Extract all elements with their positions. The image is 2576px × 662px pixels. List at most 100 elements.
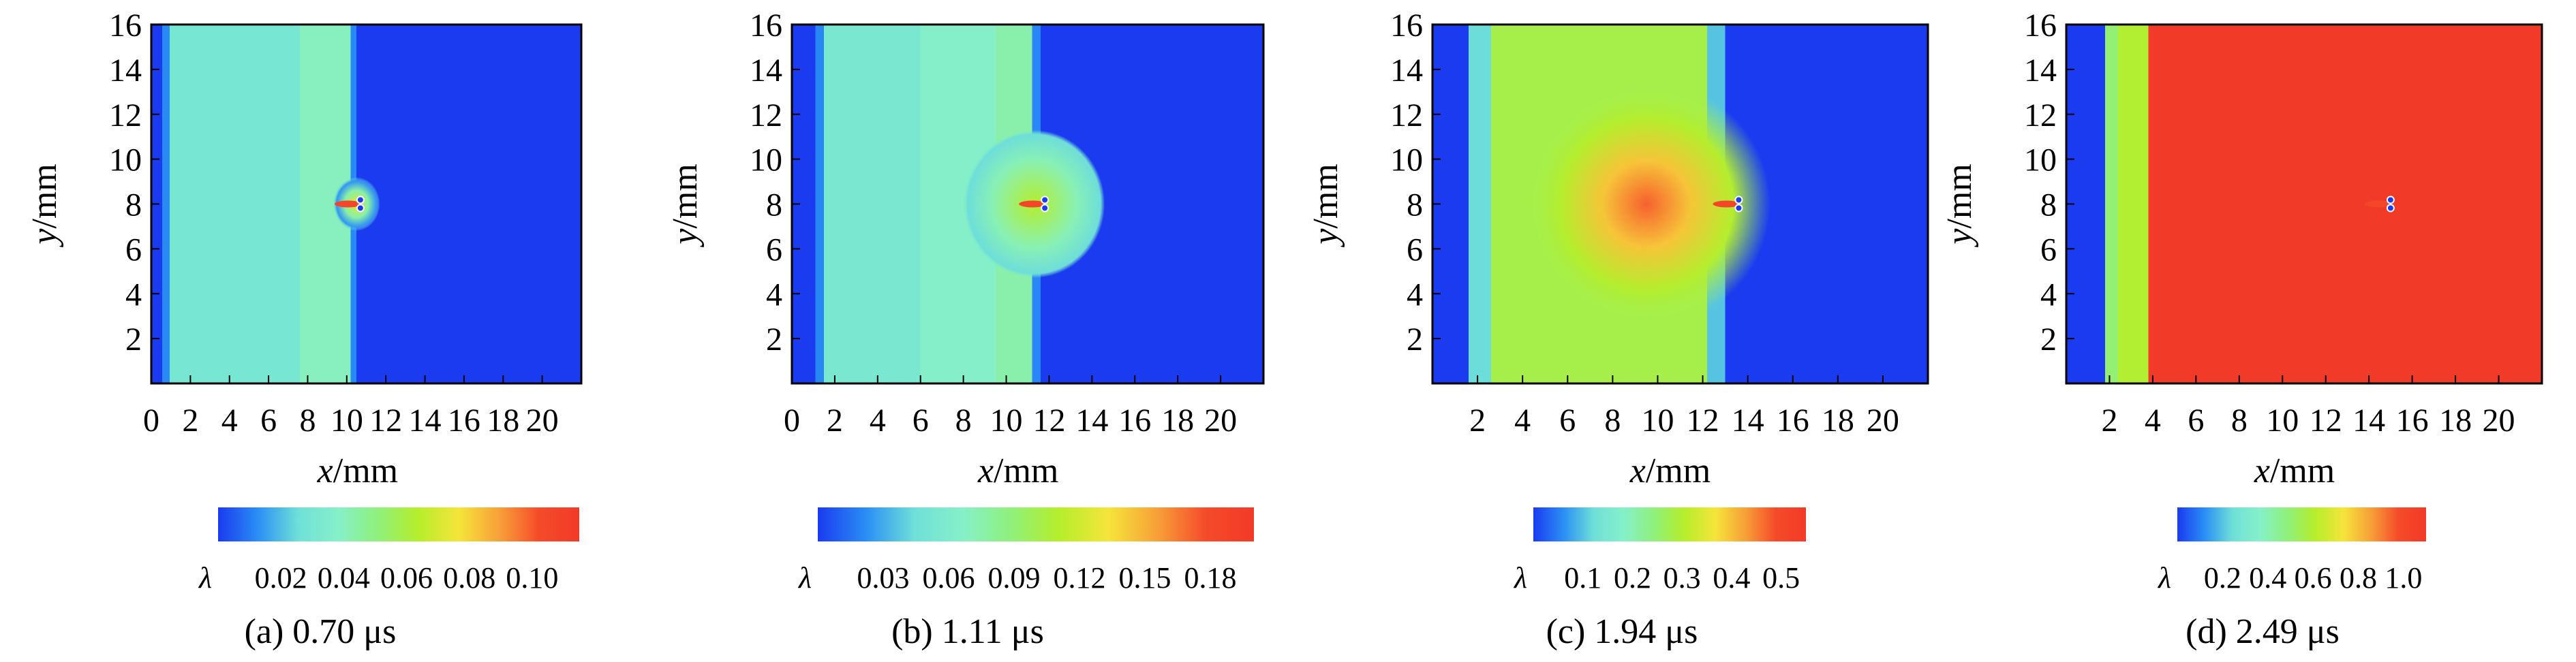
x-tick-label: 18 — [487, 403, 519, 439]
y-tick-label: 10 — [2024, 142, 2057, 178]
x-tick-label: 6 — [260, 403, 277, 439]
panel-caption: (c) 1.94 μs — [1546, 612, 1698, 651]
y-tick-label: 12 — [750, 97, 782, 133]
colorbar-tick-label: 0.4 — [2249, 561, 2286, 595]
x-tick-label: 0 — [784, 403, 800, 439]
colorbar-tick-label: 0.09 — [988, 561, 1041, 595]
x-tick-label: 8 — [955, 403, 972, 439]
colorbar-symbol: λ — [198, 561, 212, 595]
x-tick-label: 6 — [913, 403, 929, 439]
colorbar-tick-label: 0.10 — [506, 561, 558, 595]
y-tick-label: 2 — [2040, 321, 2057, 358]
y-tick-label: 16 — [109, 7, 142, 44]
y-tick-label: 12 — [1390, 97, 1423, 133]
x-tick-label: 14 — [1075, 403, 1108, 439]
heatmap-field — [1432, 25, 1928, 383]
x-tick-label: 16 — [2396, 403, 2429, 439]
panel-caption: (d) 2.49 μs — [2186, 612, 2340, 651]
colorbar-symbol: λ — [2157, 561, 2171, 595]
colorbar — [2177, 507, 2426, 541]
y-tick-label: 6 — [766, 232, 782, 268]
y-tick-label: 10 — [109, 142, 142, 178]
x-tick-label: 2 — [1469, 403, 1486, 439]
y-tick-label: 8 — [125, 187, 142, 223]
x-axis-label: x/mm — [1629, 452, 1711, 490]
colorbar — [1533, 507, 1806, 541]
x-tick-label: 16 — [1118, 403, 1151, 439]
y-axis-label: y/mm — [666, 163, 705, 247]
y-tick-label: 4 — [2040, 277, 2057, 313]
colorbar-tick-label: 0.18 — [1184, 561, 1237, 595]
y-tick-label: 12 — [2024, 97, 2057, 133]
colorbar-tick-label: 0.5 — [1762, 561, 1800, 595]
x-axis-label: x/mm — [2254, 452, 2335, 490]
x-tick-label: 12 — [369, 403, 402, 439]
x-tick-label: 20 — [2483, 403, 2515, 439]
colorbar-tick-label: 1.0 — [2385, 561, 2422, 595]
x-tick-label: 6 — [2188, 403, 2204, 439]
x-tick-label: 2 — [182, 403, 198, 439]
y-tick-label: 16 — [1390, 7, 1423, 44]
y-axis-label: y/mm — [25, 163, 64, 247]
x-tick-label: 10 — [990, 403, 1023, 439]
x-tick-label: 18 — [1161, 403, 1194, 439]
colorbar — [218, 507, 579, 541]
colorbar — [818, 507, 1254, 541]
heatmap-field — [2066, 25, 2542, 383]
colorbar-tick-label: 0.3 — [1663, 561, 1701, 595]
y-tick-label: 16 — [2024, 7, 2057, 44]
y-tick-label: 2 — [1407, 321, 1423, 358]
jet-spot — [1019, 200, 1047, 208]
colorbar-tick-label: 0.15 — [1119, 561, 1171, 595]
x-tick-label: 0 — [143, 403, 159, 439]
x-tick-label: 10 — [2266, 403, 2299, 439]
y-axis-label: y/mm — [1940, 163, 1979, 247]
y-tick-label: 6 — [1407, 232, 1423, 268]
colorbar-tick-label: 0.03 — [857, 561, 910, 595]
x-tick-label: 14 — [1732, 403, 1764, 439]
charge-hole — [356, 195, 365, 204]
y-tick-label: 6 — [125, 232, 142, 268]
x-tick-label: 2 — [2101, 403, 2117, 439]
jet-spot — [2364, 200, 2392, 208]
heatmap-field — [792, 25, 1263, 383]
x-tick-label: 18 — [2439, 403, 2472, 439]
colorbar-tick-label: 0.2 — [2204, 561, 2241, 595]
y-tick-label: 14 — [1390, 52, 1423, 89]
colorbar-symbol: λ — [1513, 561, 1527, 595]
x-tick-label: 12 — [1032, 403, 1065, 439]
colorbar-tick-label: 0.04 — [318, 561, 370, 595]
colorbar-tick-label: 0.8 — [2340, 561, 2377, 595]
y-tick-label: 16 — [750, 7, 782, 44]
x-tick-label: 10 — [1641, 403, 1674, 439]
colorbar-tick-label: 0.1 — [1564, 561, 1601, 595]
x-tick-label: 18 — [1822, 403, 1854, 439]
panel-caption: (b) 1.11 μs — [891, 612, 1044, 651]
charge-hole — [2386, 204, 2395, 212]
y-tick-label: 6 — [2040, 232, 2057, 268]
y-tick-label: 14 — [2024, 52, 2057, 89]
x-axis-label: x/mm — [977, 452, 1058, 490]
y-tick-label: 8 — [2040, 187, 2057, 223]
y-tick-label: 8 — [1407, 187, 1423, 223]
charge-hole — [2386, 195, 2395, 204]
colorbar-tick-label: 0.2 — [1614, 561, 1651, 595]
y-tick-label: 4 — [766, 277, 782, 313]
x-tick-label: 12 — [1687, 403, 1719, 439]
y-tick-label: 10 — [1390, 142, 1423, 178]
x-tick-label: 20 — [1867, 403, 1899, 439]
y-axis-label: y/mm — [1306, 163, 1345, 247]
charge-hole — [356, 204, 365, 212]
x-tick-label: 6 — [1559, 403, 1576, 439]
panel-caption: (a) 0.70 μs — [245, 612, 397, 651]
colorbar-symbol: λ — [797, 561, 812, 595]
colorbar-tick-label: 0.08 — [443, 561, 495, 595]
y-tick-label: 8 — [766, 187, 782, 223]
x-axis-label: x/mm — [317, 452, 398, 490]
x-tick-label: 16 — [448, 403, 480, 439]
x-tick-label: 14 — [2352, 403, 2385, 439]
